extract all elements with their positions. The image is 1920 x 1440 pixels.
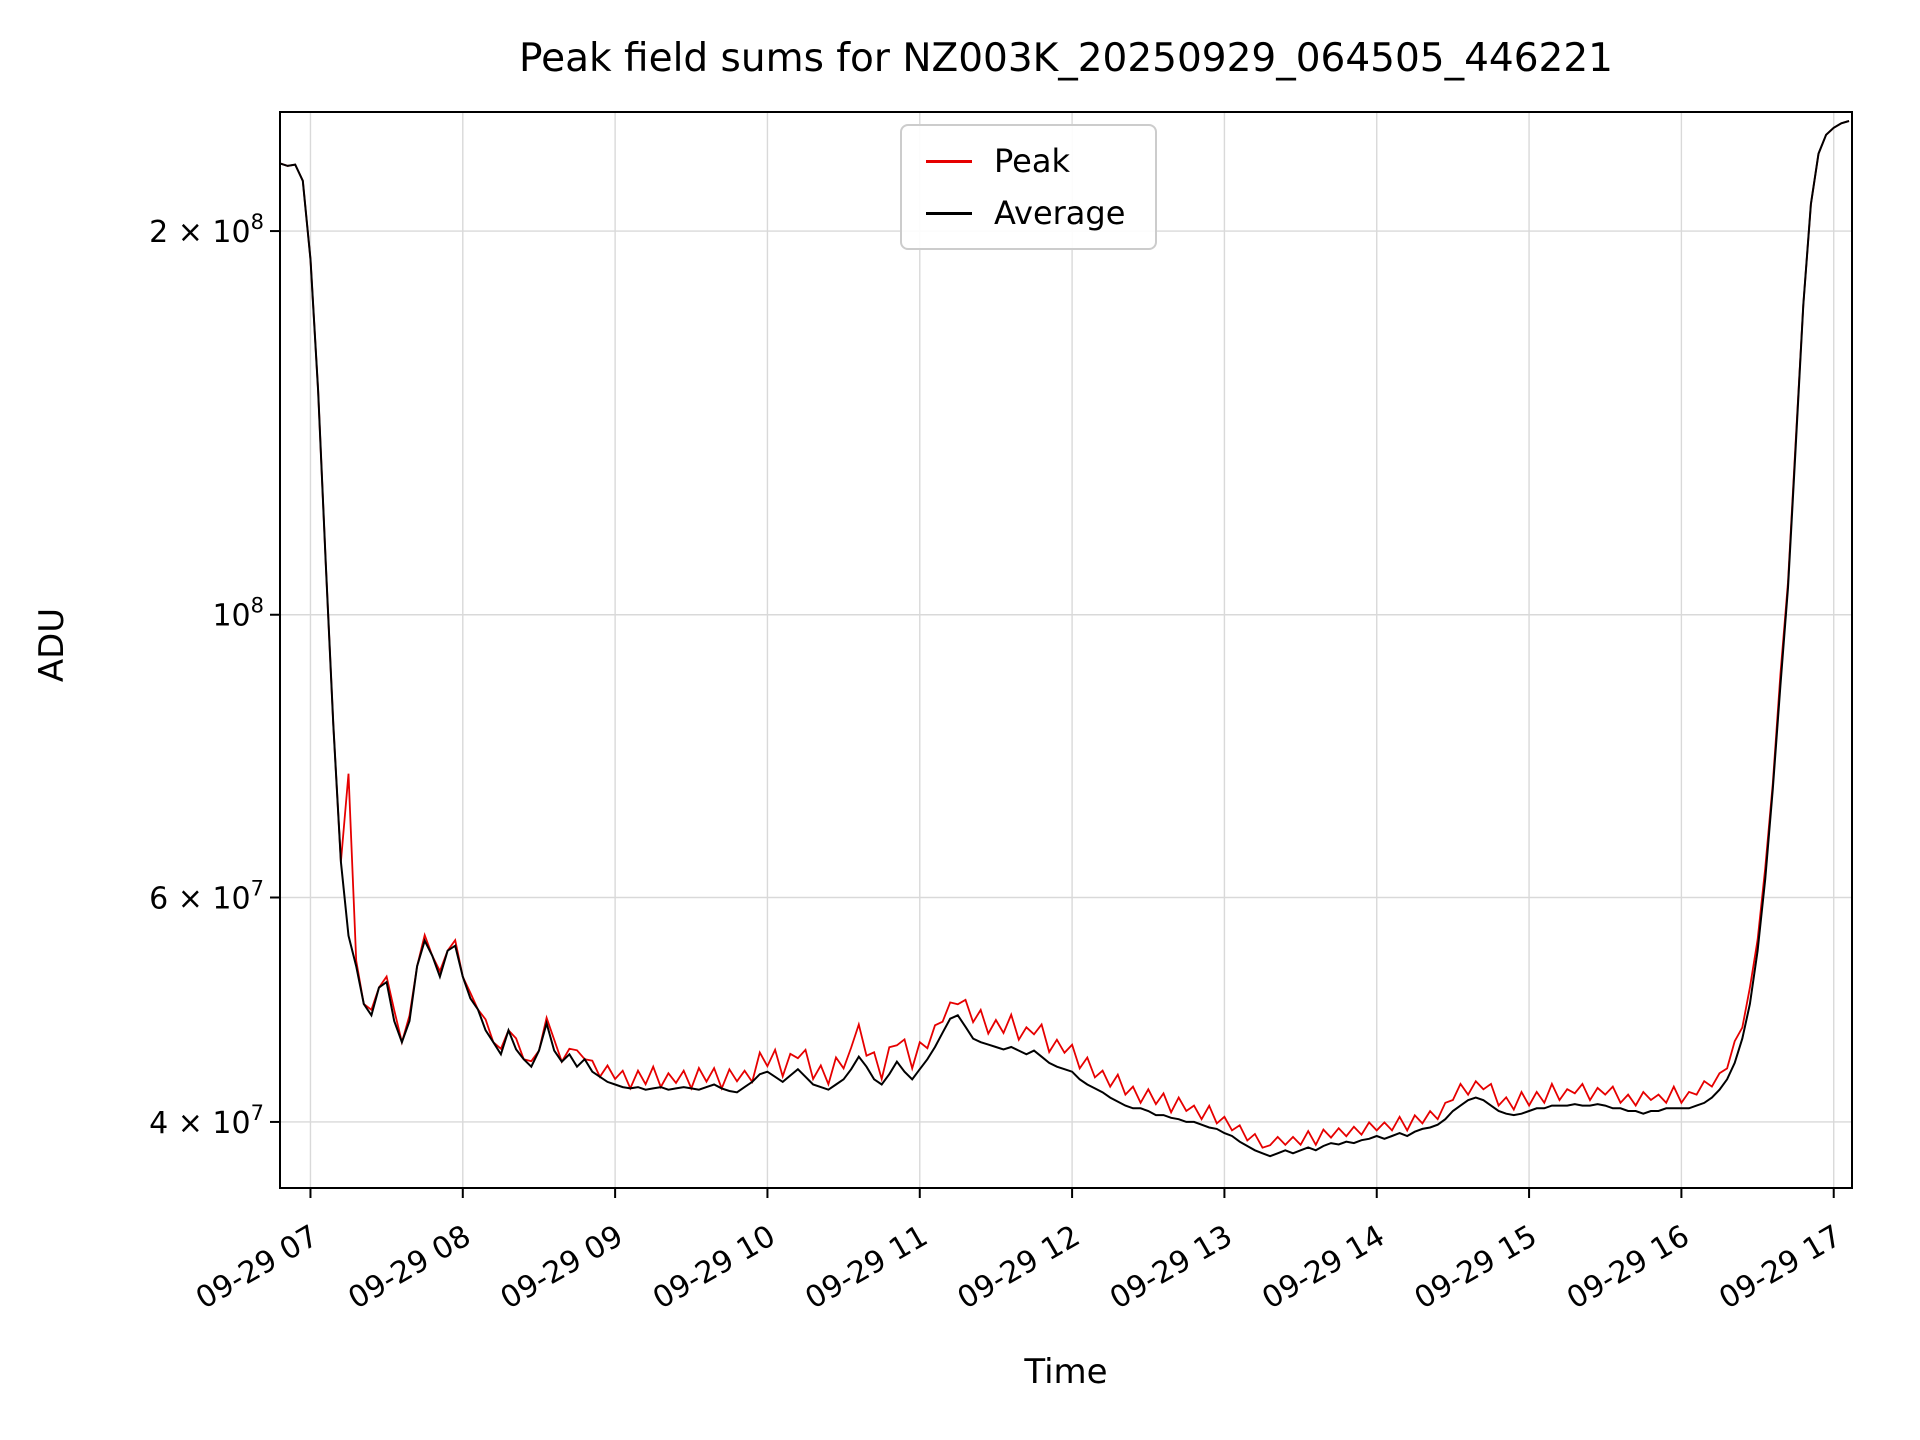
x-tick-label: 09-29 10 (647, 1219, 781, 1317)
y-tick-label: 2 × 108 (149, 210, 264, 250)
x-tick-label: 09-29 16 (1561, 1219, 1695, 1317)
y-tick-label: 4 × 107 (149, 1101, 264, 1141)
x-tick-label: 09-29 09 (495, 1219, 629, 1317)
legend: Peak Average (900, 124, 1158, 250)
legend-label-average: Average (994, 194, 1126, 232)
series-lines (279, 120, 1850, 1158)
tick-labels: 09-29 07 09-29 08 09-29 09 09-29 10 09-29 11… (149, 210, 1848, 1316)
legend-label-peak: Peak (994, 142, 1070, 180)
legend-item-peak: Peak (926, 142, 1125, 180)
grid-lines (280, 112, 1852, 1188)
page-title: Peak field sums for NZ003K_20250929_0645… (519, 36, 1613, 81)
x-tick-label: 09-29 07 (190, 1219, 324, 1317)
peak-line-swatch-icon (926, 159, 972, 163)
legend-item-average: Average (926, 194, 1125, 232)
x-tick-label: 09-29 11 (799, 1219, 933, 1317)
x-tick-label: 09-29 17 (1713, 1219, 1847, 1317)
axes-ticks (270, 230, 1835, 1198)
peak-series-line (279, 120, 1850, 1149)
average-line-swatch-icon (926, 211, 972, 215)
average-series-line (279, 120, 1850, 1158)
y-tick-label: 108 (212, 594, 264, 634)
x-tick-label: 09-29 08 (342, 1219, 476, 1317)
x-tick-label: 09-29 14 (1256, 1219, 1390, 1317)
x-tick-label: 09-29 12 (952, 1219, 1086, 1317)
axes-frame (279, 111, 1853, 1189)
x-tick-label: 09-29 15 (1409, 1219, 1543, 1317)
x-axis-label: Time (1024, 1352, 1108, 1392)
y-axis-label: ADU (32, 607, 72, 683)
x-tick-label: 09-29 13 (1104, 1219, 1238, 1317)
y-tick-label: 6 × 107 (149, 877, 264, 917)
